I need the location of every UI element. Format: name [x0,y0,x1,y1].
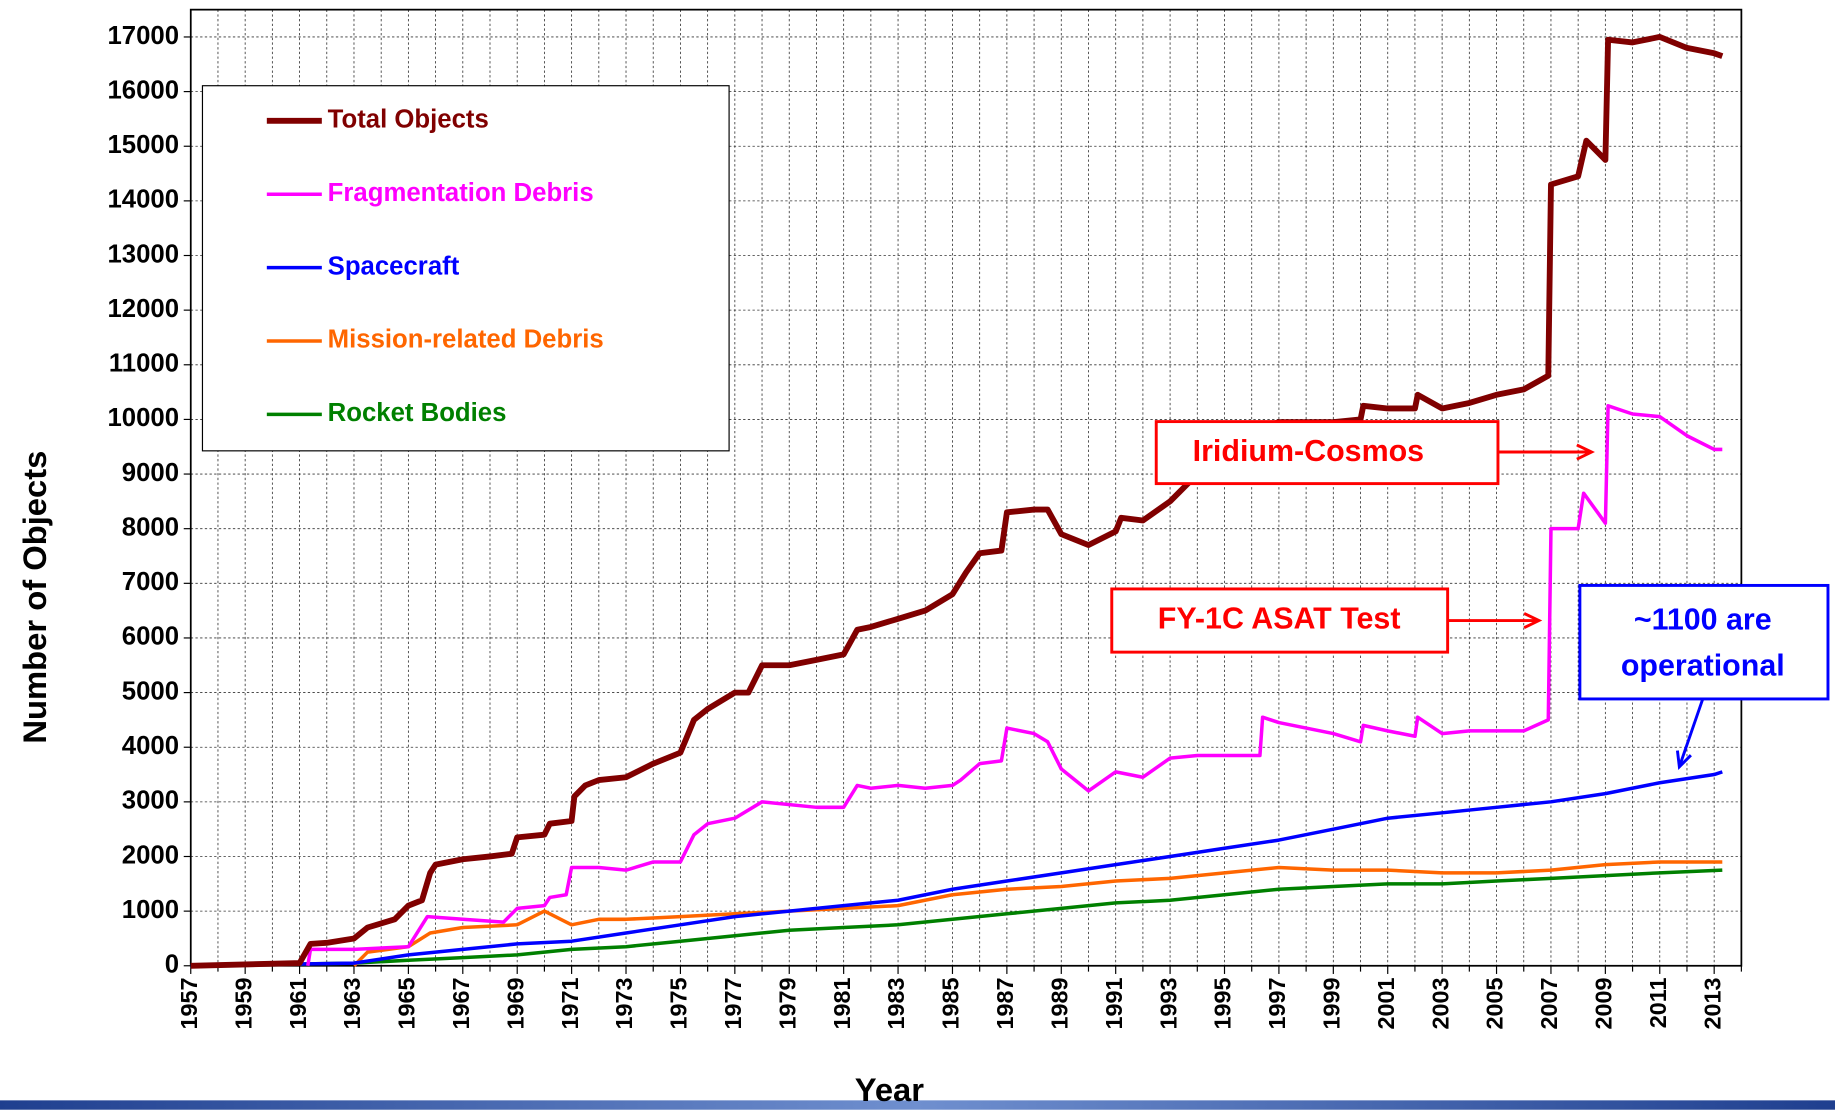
x-tick-label: 2005 [1482,977,1508,1029]
y-tick-label: 10000 [107,404,179,432]
x-tick-label: 1991 [1101,977,1127,1029]
x-tick-label: 1957 [176,977,202,1029]
x-tick-label: 1981 [829,977,855,1029]
annotation-text: Iridium-Cosmos [1193,434,1424,468]
legend-label: Rocket Bodies [328,399,507,427]
x-tick-label: 1993 [1155,977,1181,1029]
x-tick-label: 2003 [1427,977,1453,1029]
x-tick-label: 1977 [720,977,746,1029]
legend-label: Mission-related Debris [328,326,604,354]
annotation-text: operational [1621,648,1785,682]
annotation-text: ~1100 are [1634,603,1772,637]
x-tick-label: 1967 [448,977,474,1029]
annotation-arrowhead [1675,750,1692,770]
legend-label: Fragmentation Debris [328,179,594,207]
x-tick-label: 1987 [992,977,1018,1029]
annotation-box [1110,587,1450,654]
x-tick-label: 1989 [1046,977,1072,1029]
x-tick-label: 1995 [1210,977,1236,1029]
footer-bar [0,1100,1835,1110]
series-line [190,868,1723,968]
y-tick-label: 2000 [122,841,179,869]
x-tick-label: 1973 [611,977,637,1029]
x-tick-label: 1997 [1264,977,1290,1029]
legend: Total Objects Fragmentation Debris Spacecr… [266,106,604,427]
x-tick-label: 1979 [774,977,800,1029]
y-tick-label: 5000 [122,677,179,705]
y-tick-label: 16000 [107,76,179,104]
y-tick-label: 6000 [122,623,179,651]
y-tick-label: 1000 [122,896,179,924]
x-tick-label: 1975 [666,977,692,1029]
legend-label: Total Objects [328,106,489,134]
y-tick-label: 15000 [107,131,179,159]
annotation-arrowhead [1576,443,1595,461]
x-tick-label: 1965 [394,977,420,1029]
series-line [306,404,1723,967]
annotation-arrowhead [1523,612,1543,629]
series-line [190,770,1723,968]
legend-label: Spacecraft [328,252,460,280]
x-tick-label: 2001 [1373,977,1399,1029]
series-line [352,860,1723,968]
x-tick-label: 1985 [938,977,964,1029]
x-tick-label: 2013 [1699,977,1725,1029]
annotation-text: FY-1C ASAT Test [1158,602,1401,636]
annotation-box [1578,583,1830,701]
lines [190,33,1724,969]
x-tick-label: 1983 [883,977,909,1029]
y-tick-label: 0 [165,951,179,979]
x-tick-label: 2011 [1645,977,1671,1028]
x-tick-label: 1961 [285,977,311,1029]
y-tick-label: 17000 [107,22,179,50]
x-tick-label: 1959 [230,977,256,1029]
annotation-box [1154,420,1500,486]
x-axis-label: Year [855,1071,924,1108]
series-line [190,33,1724,969]
x-tick-label: 2009 [1591,977,1617,1029]
y-tick-label: 3000 [122,787,179,815]
x-tick-label: 1999 [1319,977,1345,1029]
y-tick-label: 12000 [107,295,179,323]
x-tick-label: 1969 [502,977,528,1029]
y-axis-label: Number of Objects [16,451,53,744]
x-tick-label: 1963 [339,977,365,1029]
y-tick-label: 11000 [109,350,179,378]
y-tick-label: 13000 [107,240,179,268]
x-tick-label: 2007 [1536,977,1562,1029]
y-tick-label: 8000 [122,513,179,541]
y-tick-label: 14000 [107,186,179,214]
y-tick-label: 9000 [122,459,179,487]
y-tick-label: 4000 [122,732,179,760]
plot-frame [189,8,1743,967]
x-tick-label: 1971 [557,977,583,1029]
y-tick-label: 7000 [122,568,179,596]
annotation-arrow [1677,698,1705,768]
annotations: Iridium-Cosmos FY-1C ASAT Test ~1100 are op… [1110,420,1830,770]
